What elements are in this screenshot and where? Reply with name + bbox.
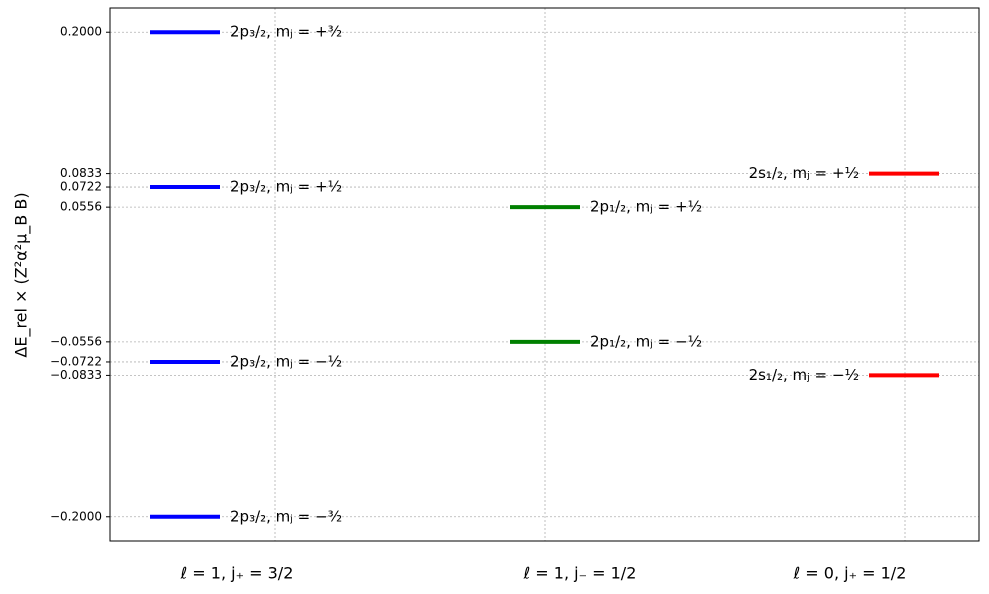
y-tick-label: 0.2000 <box>60 25 102 39</box>
group-label: ℓ = 1, j₊ = 3/2 <box>180 564 294 583</box>
level-label: 2p₃/₂, mⱼ = −¹⁄₂ <box>230 352 342 370</box>
level-label: 2p₃/₂, mⱼ = +³⁄₂ <box>230 23 342 41</box>
axes-frame <box>109 7 980 542</box>
x-grid <box>274 8 906 541</box>
group-label: ℓ = 0, j₊ = 1/2 <box>793 564 907 583</box>
level-label: 2p₁/₂, mⱼ = −¹⁄₂ <box>590 332 702 350</box>
level-label: 2s₁/₂, mⱼ = −¹⁄₂ <box>749 366 859 384</box>
y-tick-label: 0.0556 <box>60 200 102 214</box>
y-tick-label: −0.2000 <box>50 509 102 523</box>
y-tick-label: 0.0833 <box>60 166 102 180</box>
y-tick-label: −0.0722 <box>50 354 102 368</box>
plot-area <box>110 8 979 541</box>
level-label: 2p₃/₂, mⱼ = +¹⁄₂ <box>230 178 342 196</box>
y-axis-label: ΔE_rel × (Z²α²μ_B B) <box>12 192 32 357</box>
level-label: 2s₁/₂, mⱼ = +¹⁄₂ <box>749 164 859 182</box>
y-tick-label: −0.0833 <box>50 368 102 382</box>
level-label: 2p₃/₂, mⱼ = −³⁄₂ <box>230 507 342 525</box>
y-tick-label: 0.0722 <box>60 180 102 194</box>
y-tick-label: −0.0556 <box>50 334 102 348</box>
group-label: ℓ = 1, j₋ = 1/2 <box>523 564 637 583</box>
level-label: 2p₁/₂, mⱼ = +¹⁄₂ <box>590 198 702 216</box>
